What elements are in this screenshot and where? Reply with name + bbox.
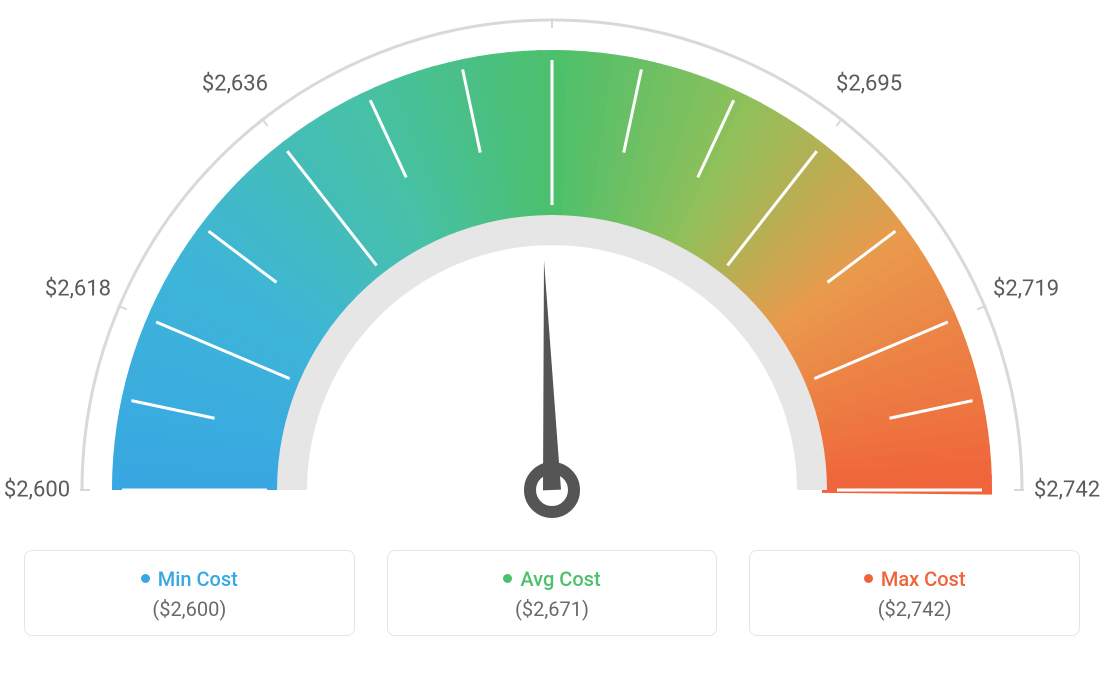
gauge-svg <box>0 0 1104 540</box>
legend-label-text: Max Cost <box>881 567 966 591</box>
dot-icon <box>503 574 512 583</box>
gauge-scale-label: $2,618 <box>45 276 111 301</box>
legend-value-min: ($2,600) <box>43 597 336 621</box>
gauge-scale-label: $2,600 <box>4 478 70 503</box>
dot-icon <box>141 574 150 583</box>
legend-card-min: Min Cost ($2,600) <box>24 550 355 636</box>
legend-label-min: Min Cost <box>43 567 336 591</box>
legend-row: Min Cost ($2,600) Avg Cost ($2,671) Max … <box>0 550 1104 636</box>
gauge-scale-label: $2,742 <box>1034 478 1100 503</box>
legend-label-avg: Avg Cost <box>406 567 699 591</box>
legend-value-max: ($2,742) <box>768 597 1061 621</box>
gauge-chart: $2,600$2,618$2,636$2,671$2,695$2,719$2,7… <box>0 0 1104 540</box>
gauge-scale-label: $2,636 <box>202 72 268 97</box>
gauge-scale-label: $2,719 <box>993 276 1059 301</box>
legend-card-avg: Avg Cost ($2,671) <box>387 550 718 636</box>
legend-value-avg: ($2,671) <box>406 597 699 621</box>
legend-label-max: Max Cost <box>768 567 1061 591</box>
dot-icon <box>864 574 873 583</box>
gauge-scale-label: $2,695 <box>836 72 902 97</box>
legend-label-text: Avg Cost <box>520 567 600 591</box>
legend-label-text: Min Cost <box>158 567 238 591</box>
legend-card-max: Max Cost ($2,742) <box>749 550 1080 636</box>
